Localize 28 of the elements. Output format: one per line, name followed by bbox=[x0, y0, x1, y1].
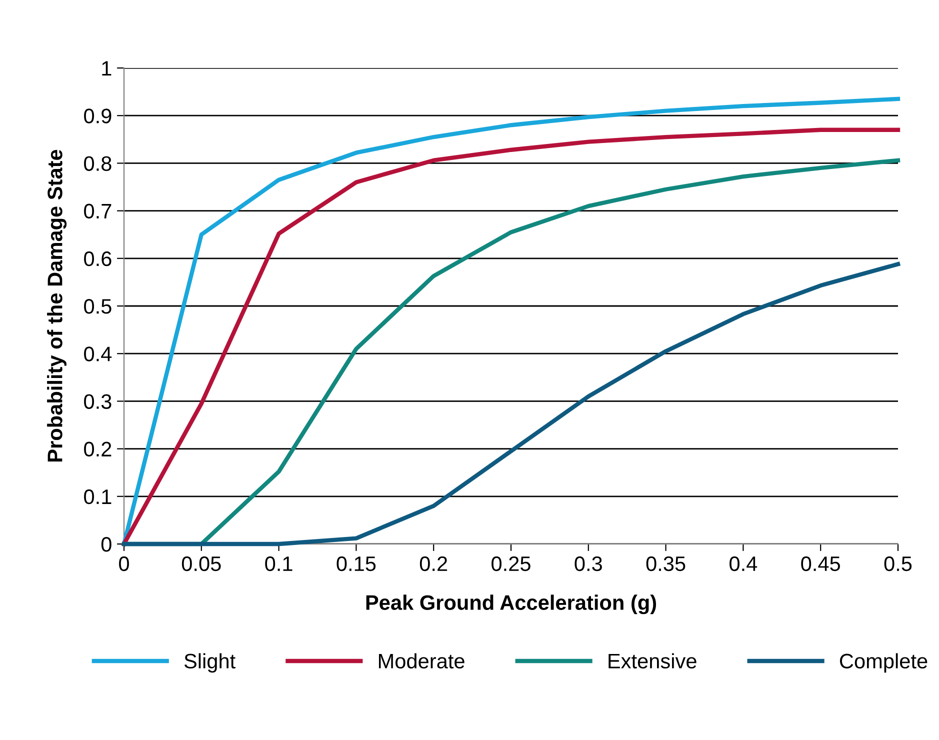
x-tick-label: 0.45 bbox=[801, 556, 840, 572]
legend-label: Extensive bbox=[608, 653, 696, 668]
y-tick-label: 0.9 bbox=[84, 108, 112, 124]
legend-label: Complete bbox=[840, 653, 928, 673]
y-tick-label: 0.6 bbox=[84, 251, 112, 266]
y-tick-label: 0.4 bbox=[84, 346, 112, 362]
x-tick-label: 0.35 bbox=[646, 556, 686, 572]
x-axis-title: Peak Ground Acceleration (g) bbox=[366, 594, 656, 614]
x-tick-label: 0.05 bbox=[182, 556, 221, 572]
y-tick-label: 0.1 bbox=[84, 489, 112, 504]
y-tick-label: 0.2 bbox=[84, 442, 112, 457]
y-tick-label: 0 bbox=[101, 537, 112, 552]
y-tick-label: 0.7 bbox=[84, 204, 112, 219]
y-tick-label: 0.8 bbox=[84, 156, 112, 171]
x-tick-label: 0.1 bbox=[265, 556, 292, 572]
x-tick-label: 0.3 bbox=[574, 556, 602, 572]
x-tick-label: 0.4 bbox=[730, 556, 758, 572]
x-tick-label: 0.25 bbox=[492, 556, 530, 572]
legend-label: Slight bbox=[184, 653, 236, 673]
x-tick-label: 0.5 bbox=[884, 556, 912, 572]
y-tick-label: 0.5 bbox=[84, 299, 112, 314]
x-tick-label: 0 bbox=[119, 556, 129, 572]
y-axis-title: Probability of the Damage State bbox=[47, 150, 67, 462]
x-tick-label: 0.2 bbox=[420, 556, 448, 572]
x-tick-label: 0.15 bbox=[336, 556, 376, 572]
legend-label: Moderate bbox=[378, 653, 464, 668]
y-tick-label: 1 bbox=[102, 61, 112, 76]
y-tick-label: 0.3 bbox=[84, 394, 112, 409]
